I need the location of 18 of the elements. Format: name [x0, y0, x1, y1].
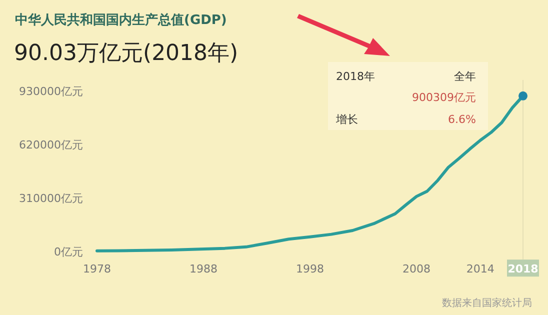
x-tick-label: 2018 — [508, 262, 538, 276]
annotation: 增长 — [335, 113, 358, 126]
annotation: 6.6% — [448, 113, 476, 126]
x-tick-label: 1998 — [296, 262, 324, 276]
x-tick-label: 1988 — [190, 262, 218, 276]
x-tick-label: 1978 — [83, 262, 111, 276]
y-tick-label: 930000亿元 — [19, 84, 83, 98]
y-tick-label: 0亿元 — [54, 246, 83, 259]
x-tick-label: 2014 — [466, 262, 494, 276]
annotation: 900309亿元 — [412, 91, 476, 104]
chart-subtitle: 90.03万亿元(2018年) — [14, 41, 238, 66]
text: 数据来自国家统计局 — [442, 297, 532, 309]
x-tick-label: 2008 — [402, 262, 430, 276]
text: 2018年 — [336, 70, 375, 83]
y-tick-label: 310000亿元 — [19, 192, 83, 205]
text: 全年 — [454, 70, 476, 83]
y-tick-label: 620000亿元 — [19, 138, 83, 152]
chart-title: 中华人民共和国国内生产总值(GDP) — [15, 12, 227, 28]
